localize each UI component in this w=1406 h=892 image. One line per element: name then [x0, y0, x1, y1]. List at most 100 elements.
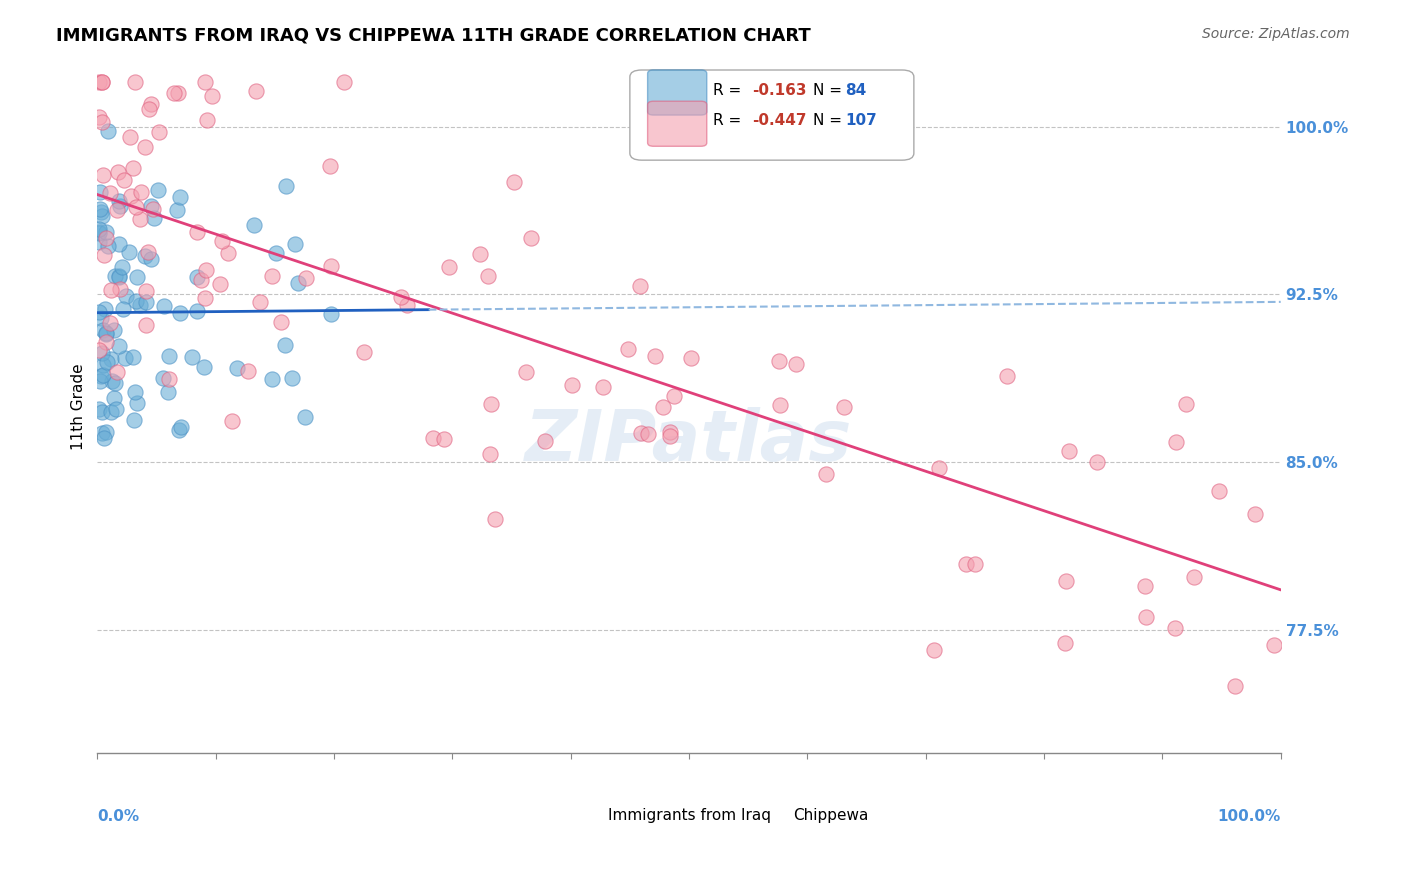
Point	[91, 168, 114, 182]
Point	[274, 338, 297, 352]
Point	[294, 409, 316, 424]
Point	[90, 204, 112, 219]
Point	[225, 361, 247, 376]
Point	[333, 75, 356, 89]
Point	[249, 294, 271, 309]
Point	[1054, 574, 1077, 589]
Point	[143, 211, 166, 226]
Point	[93, 431, 115, 445]
Point	[139, 97, 162, 112]
Point	[156, 384, 179, 399]
Point	[832, 400, 855, 414]
Point	[125, 395, 148, 409]
Text: N =: N =	[813, 83, 848, 98]
Point	[1225, 679, 1247, 693]
Point	[1059, 443, 1081, 458]
FancyBboxPatch shape	[517, 795, 576, 837]
Point	[94, 425, 117, 439]
Point	[190, 273, 212, 287]
Point	[96, 355, 118, 369]
Point	[112, 301, 135, 316]
Point	[186, 303, 208, 318]
Text: R =: R =	[713, 113, 745, 128]
Text: ZIPatlas: ZIPatlas	[526, 407, 852, 475]
Point	[87, 343, 110, 357]
Point	[1166, 435, 1188, 450]
Point	[108, 339, 131, 353]
Point	[100, 316, 122, 330]
Point	[90, 368, 112, 383]
Point	[87, 235, 110, 249]
Point	[186, 225, 208, 239]
Point	[100, 351, 122, 366]
Point	[166, 86, 188, 100]
Point	[107, 194, 129, 208]
Point	[87, 402, 110, 417]
Text: N =: N =	[813, 83, 848, 98]
Point	[965, 557, 987, 571]
Text: -0.447: -0.447	[754, 113, 808, 128]
Point	[90, 311, 112, 326]
Point	[93, 248, 115, 262]
Text: 84: 84	[849, 83, 870, 98]
Point	[104, 269, 127, 284]
Point	[122, 413, 145, 427]
Point	[91, 346, 114, 360]
FancyBboxPatch shape	[648, 70, 707, 115]
Text: 107: 107	[845, 113, 877, 128]
Point	[103, 392, 125, 406]
Point	[89, 186, 111, 200]
Point	[120, 188, 142, 202]
Point	[1182, 570, 1205, 584]
Point	[651, 400, 673, 414]
Point	[1053, 636, 1076, 650]
Point	[96, 335, 118, 350]
Y-axis label: 11th Grade: 11th Grade	[72, 363, 86, 450]
Text: N =: N =	[813, 113, 848, 128]
Point	[94, 225, 117, 239]
Text: 100.0%: 100.0%	[1218, 809, 1281, 824]
Point	[679, 351, 702, 365]
Point	[245, 84, 267, 98]
Text: N =: N =	[813, 113, 848, 128]
Point	[170, 419, 193, 434]
Text: -0.163: -0.163	[754, 83, 808, 98]
Point	[955, 557, 977, 571]
Point	[128, 298, 150, 312]
Point	[128, 211, 150, 226]
Point	[515, 365, 537, 379]
Point	[118, 129, 141, 144]
Point	[105, 365, 128, 379]
Point	[152, 300, 174, 314]
FancyBboxPatch shape	[778, 795, 837, 837]
Point	[274, 179, 297, 194]
Point	[91, 359, 114, 373]
Point	[163, 86, 186, 100]
Point	[89, 75, 111, 89]
Point	[1208, 484, 1230, 499]
Point	[107, 165, 129, 179]
Point	[134, 249, 156, 263]
Point	[321, 259, 343, 273]
Point	[353, 344, 375, 359]
Point	[89, 374, 111, 388]
Point	[194, 291, 217, 305]
Point	[167, 424, 190, 438]
Point	[91, 426, 114, 441]
Point	[100, 404, 122, 418]
Point	[395, 298, 418, 312]
Point	[135, 284, 157, 298]
Point	[87, 225, 110, 239]
FancyBboxPatch shape	[648, 101, 707, 146]
Point	[195, 113, 218, 128]
Point	[91, 405, 114, 419]
Point	[112, 173, 135, 187]
Point	[96, 326, 118, 340]
Point	[180, 351, 202, 365]
Point	[97, 238, 120, 252]
Point	[135, 295, 157, 310]
Point	[142, 202, 165, 216]
FancyBboxPatch shape	[648, 70, 707, 115]
Point	[125, 200, 148, 214]
Point	[319, 159, 342, 173]
